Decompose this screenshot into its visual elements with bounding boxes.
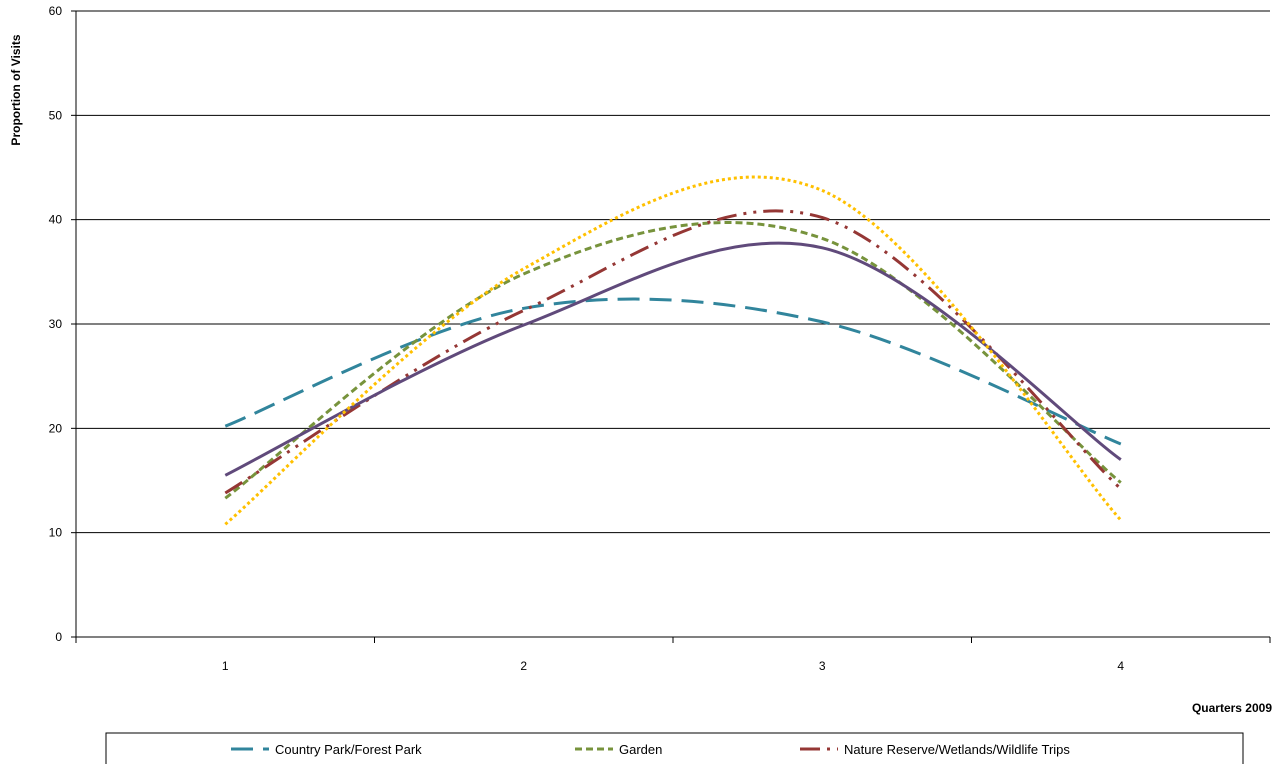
gridlines	[76, 10, 1270, 534]
x-tick-label: 4	[1117, 659, 1124, 673]
legend-box	[105, 732, 1244, 764]
legend-label: Nature Reserve/Wetlands/Wildlife Trips	[844, 742, 1070, 757]
legend-label: Garden	[619, 742, 662, 757]
y-tick-label: 40	[49, 213, 63, 227]
series-line-2	[224, 221, 1122, 500]
x-axis-title: Quarters 2009	[1192, 701, 1272, 715]
legend: Country Park/Forest Park Garden Nature Res…	[105, 732, 1244, 764]
x-tick-label: 2	[520, 659, 527, 673]
series-lines	[224, 175, 1122, 526]
legend-label: Country Park/Forest Park	[275, 742, 422, 757]
axes: 0 10 20 30 40 50 60 1 2 3 4	[49, 4, 1271, 673]
y-tick-label: 50	[49, 108, 63, 122]
series-line-3	[224, 209, 1122, 495]
y-tick-label: 20	[49, 421, 63, 435]
y-tick-label: 10	[49, 526, 63, 540]
x-tick-label: 3	[819, 659, 826, 673]
x-tick-label: 1	[222, 659, 229, 673]
series-line-1	[224, 297, 1122, 446]
y-tick-label: 0	[55, 630, 62, 644]
y-tick-label: 30	[49, 317, 63, 331]
series-line-4	[224, 241, 1122, 477]
y-tick-label: 60	[49, 4, 63, 18]
y-axis-title: Proportion of Visits	[9, 34, 23, 145]
series-line-5	[224, 175, 1122, 526]
